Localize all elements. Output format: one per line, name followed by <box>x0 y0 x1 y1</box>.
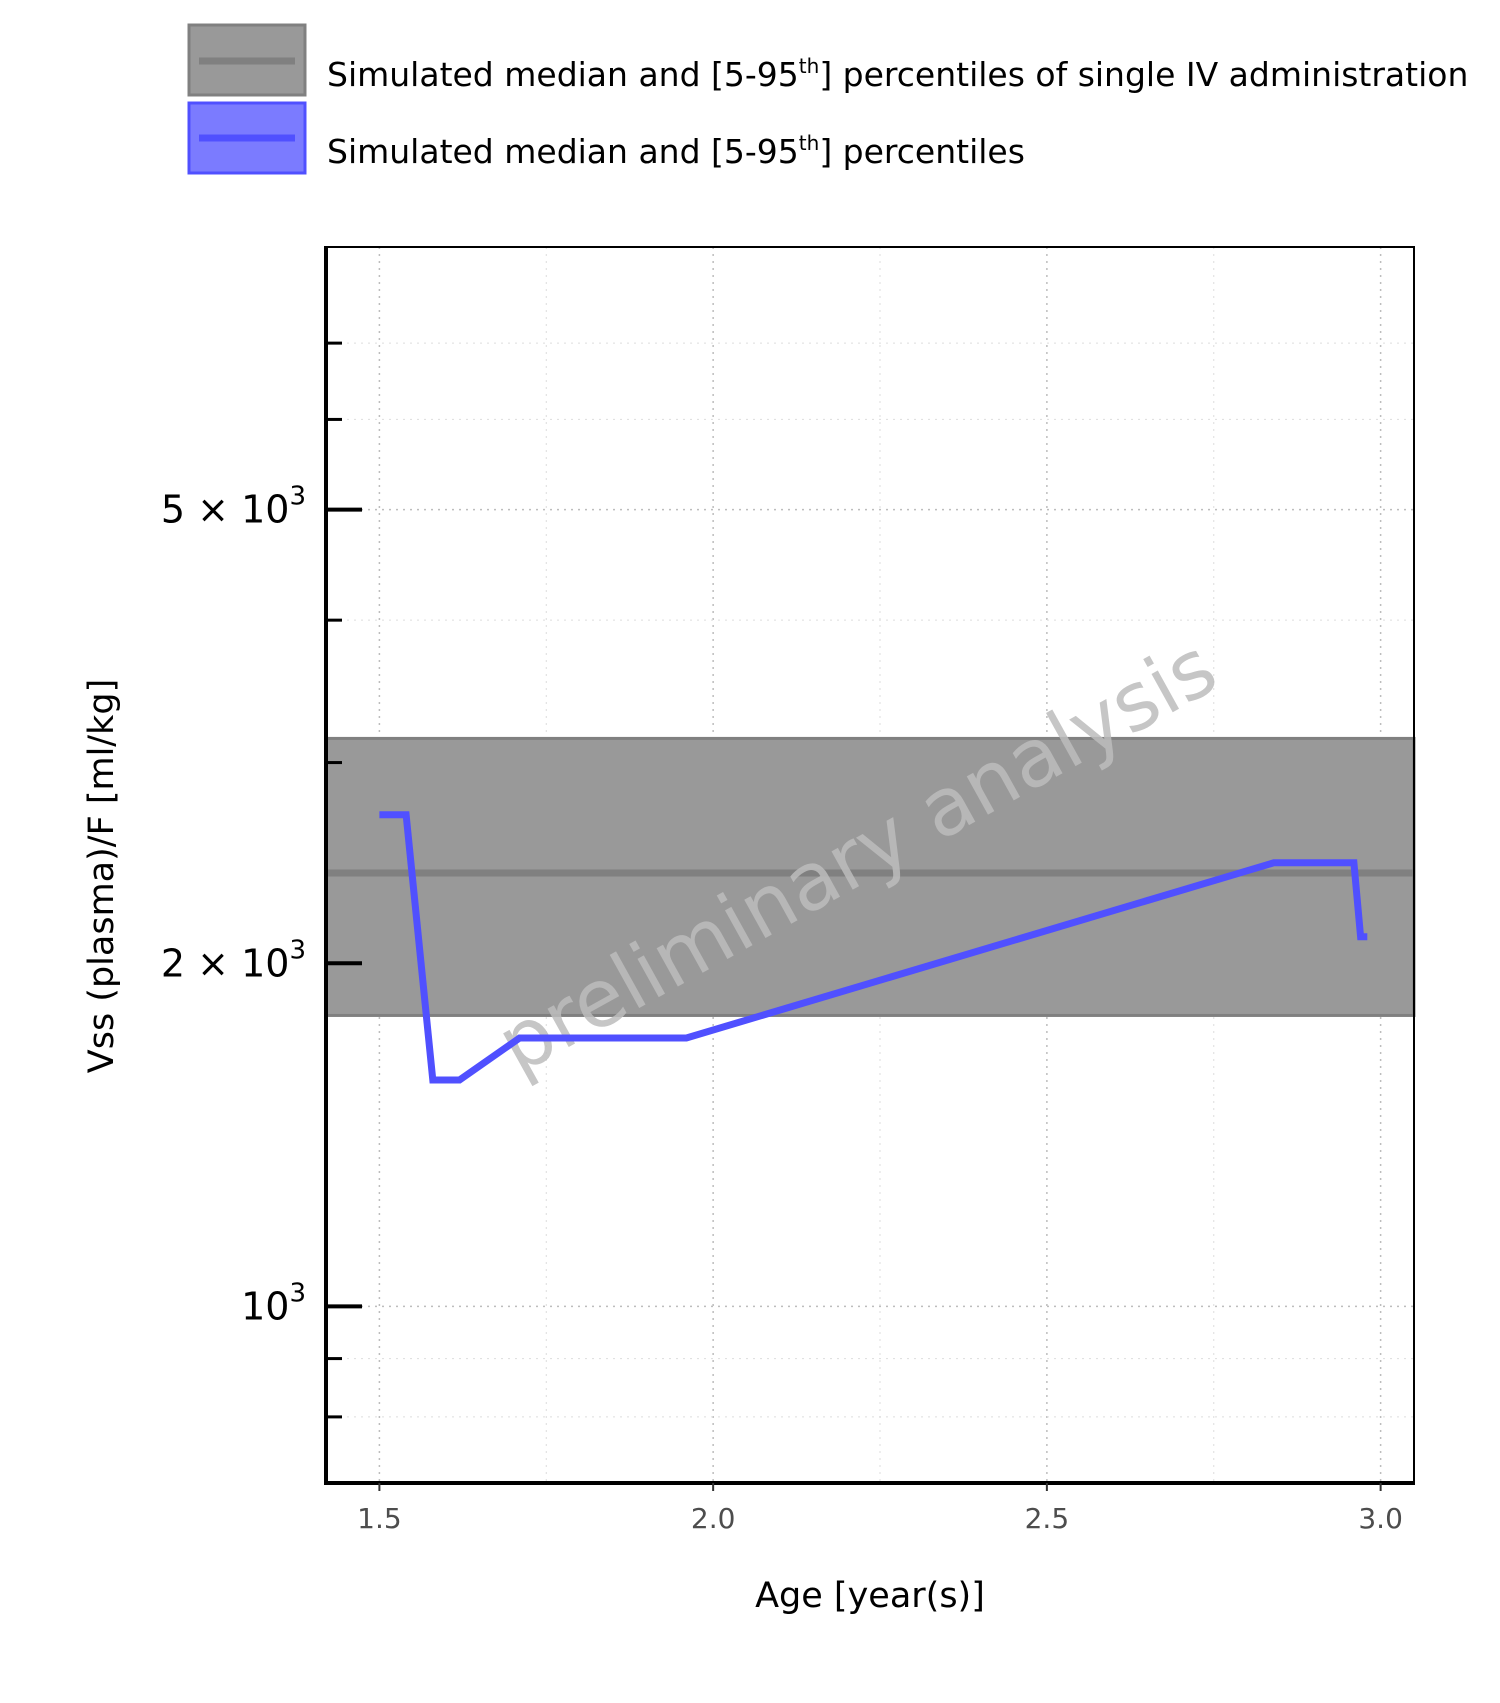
legend: Simulated median and [5-95th] percentile… <box>187 23 1468 175</box>
simulated-median-line <box>379 811 1368 1084</box>
x-axis-ticks: 1.5 2.0 2.5 3.0 <box>357 1483 1403 1535</box>
legend-label-reference: Simulated median and [5-95th] percentile… <box>327 54 1468 94</box>
x-tick: 2.5 <box>1025 1483 1070 1535</box>
y-axis-title: Vss (plasma)/F [ml/kg] <box>82 679 122 1073</box>
y-tick: 2 × 103 <box>161 935 362 985</box>
y-tick-label: 5 × 103 <box>161 482 306 532</box>
x-tick-label: 3.0 <box>1358 1502 1403 1535</box>
y-tick-label: 2 × 103 <box>161 935 306 985</box>
legend-item-reference: Simulated median and [5-95th] percentile… <box>187 23 1468 97</box>
x-tick-label: 2.5 <box>1025 1502 1070 1535</box>
x-tick-label: 2.0 <box>691 1502 736 1535</box>
legend-item-simulated: Simulated median and [5-95th] percentile… <box>187 101 1025 175</box>
x-tick: 2.0 <box>691 1483 736 1535</box>
x-tick: 1.5 <box>357 1483 402 1535</box>
y-axis-ticks: 5 × 103 2 × 103 103 <box>161 341 362 1419</box>
x-tick: 3.0 <box>1358 1483 1403 1535</box>
legend-label-simulated: Simulated median and [5-95th] percentile… <box>327 131 1025 171</box>
x-axis-title: Age [year(s)] <box>755 1576 985 1616</box>
x-tick-label: 1.5 <box>357 1502 402 1535</box>
y-tick: 103 <box>241 1278 362 1328</box>
y-tick: 5 × 103 <box>161 482 362 532</box>
y-tick-label: 103 <box>241 1278 306 1328</box>
